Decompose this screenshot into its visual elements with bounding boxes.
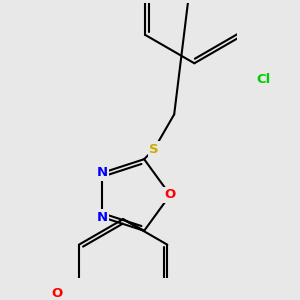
Text: N: N (97, 167, 108, 179)
Text: Cl: Cl (256, 73, 271, 86)
Text: N: N (97, 211, 108, 224)
Text: O: O (164, 188, 176, 202)
Text: S: S (149, 143, 159, 156)
Text: O: O (52, 286, 63, 300)
